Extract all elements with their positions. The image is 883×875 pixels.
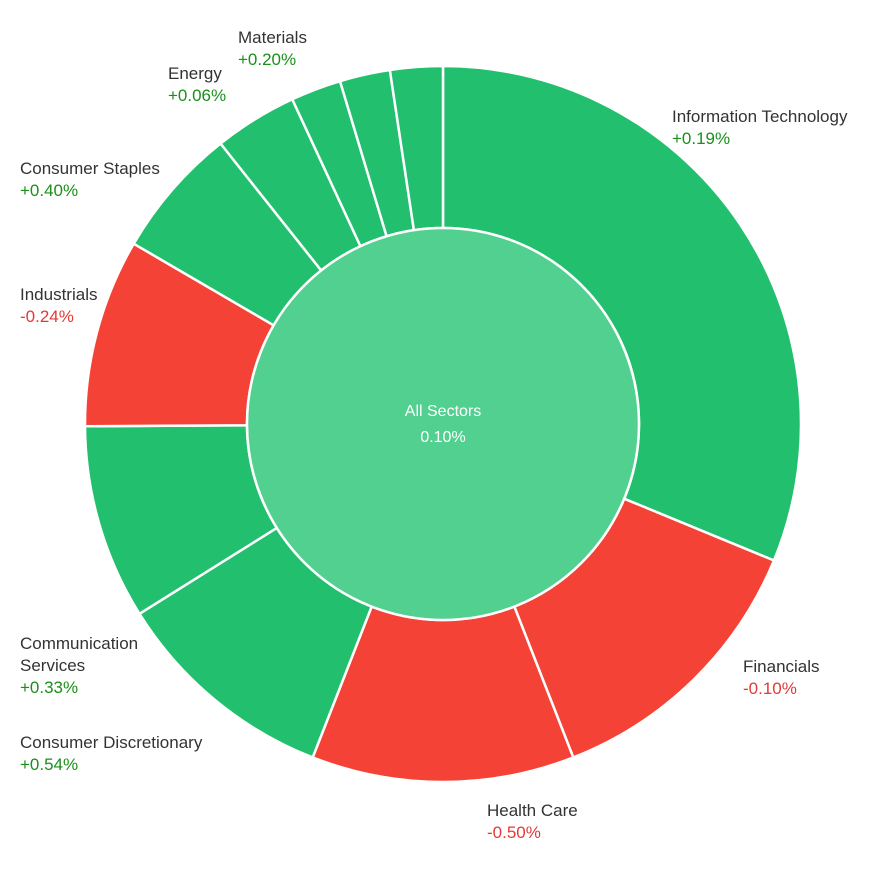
center-value: 0.10% <box>420 429 465 446</box>
sector-label-communication-services-line1: Communication <box>20 634 138 653</box>
sector-label-materials: Materials <box>238 28 307 47</box>
sector-change-consumer-staples: +0.40% <box>20 181 78 200</box>
sector-ring <box>83 64 803 784</box>
sector-change-health-care: -0.50% <box>487 823 541 842</box>
sector-label-consumer-discretionary: Consumer Discretionary <box>20 733 203 752</box>
sector-label-communication-services-line2: Services <box>20 656 85 675</box>
sector-change-industrials: -0.24% <box>20 307 74 326</box>
sector-change-communication-services: +0.33% <box>20 678 78 697</box>
sector-label-health-care: Health Care <box>487 801 578 820</box>
sector-label-consumer-staples: Consumer Staples <box>20 159 160 178</box>
sector-change-information-technology: +0.19% <box>672 129 730 148</box>
sector-change-materials: +0.20% <box>238 50 296 69</box>
sector-label-energy: Energy <box>168 64 222 83</box>
sector-change-consumer-discretionary: +0.54% <box>20 755 78 774</box>
sector-label-industrials: Industrials <box>20 285 97 304</box>
sector-label-financials: Financials <box>743 657 820 676</box>
sector-label-information-technology: Information Technology <box>672 107 848 126</box>
center-disk[interactable] <box>245 226 641 622</box>
sector-labels: Information Technology +0.19% Financials -0… <box>20 28 848 842</box>
sector-change-financials: -0.10% <box>743 679 797 698</box>
sector-change-energy: +0.06% <box>168 86 226 105</box>
center-label: All Sectors <box>405 403 481 420</box>
